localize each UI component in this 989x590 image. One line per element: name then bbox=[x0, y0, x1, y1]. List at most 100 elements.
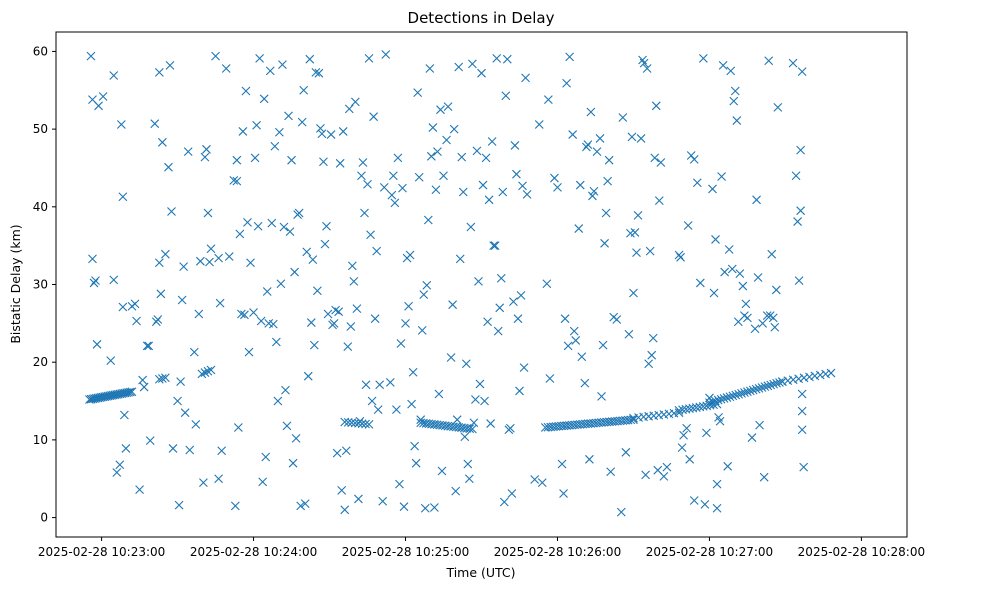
detection-point bbox=[726, 66, 736, 76]
detection-point bbox=[797, 389, 807, 399]
detection-point bbox=[518, 181, 527, 191]
detection-point bbox=[426, 151, 436, 161]
detection-point bbox=[758, 318, 768, 328]
detection-point bbox=[112, 468, 122, 477]
detection-point bbox=[127, 387, 137, 397]
detection-point bbox=[189, 347, 199, 357]
detection-point bbox=[354, 418, 364, 428]
detection-point bbox=[109, 275, 119, 285]
detection-point bbox=[588, 191, 597, 201]
detection-point bbox=[689, 155, 699, 164]
detection-point bbox=[180, 408, 190, 418]
detection-point bbox=[229, 176, 239, 185]
detection-point bbox=[543, 95, 553, 104]
detection-point bbox=[237, 309, 246, 319]
detection-point bbox=[253, 221, 263, 231]
detection-point bbox=[474, 277, 483, 286]
scatter-points bbox=[85, 50, 836, 517]
detection-point bbox=[379, 182, 389, 192]
detection-point bbox=[232, 176, 242, 186]
detection-point bbox=[320, 239, 330, 249]
detection-point bbox=[677, 443, 687, 453]
detection-point bbox=[121, 444, 131, 453]
detection-point bbox=[627, 132, 637, 142]
detection-point bbox=[387, 190, 397, 200]
detection-point bbox=[238, 127, 248, 136]
detection-point bbox=[686, 151, 696, 160]
y-tick-label: 50 bbox=[33, 122, 48, 136]
detection-point bbox=[481, 153, 491, 163]
detection-point bbox=[586, 107, 596, 117]
detection-point bbox=[509, 297, 518, 306]
detection-point bbox=[311, 68, 321, 77]
detection-point bbox=[688, 403, 698, 413]
detection-point bbox=[763, 381, 773, 391]
detection-point bbox=[592, 147, 602, 157]
detection-point bbox=[483, 317, 492, 327]
detection-point bbox=[603, 176, 613, 186]
detection-point bbox=[142, 341, 152, 351]
detection-point bbox=[692, 178, 702, 188]
detection-point bbox=[439, 171, 448, 181]
detection-point bbox=[346, 322, 356, 331]
detection-point bbox=[650, 153, 660, 163]
detection-point bbox=[716, 394, 726, 404]
detection-point bbox=[106, 356, 116, 366]
detection-point bbox=[341, 446, 351, 456]
detection-point bbox=[203, 208, 213, 218]
detection-point bbox=[150, 119, 160, 129]
detection-point bbox=[656, 158, 666, 167]
detection-point bbox=[401, 318, 410, 328]
detection-point bbox=[486, 419, 496, 428]
detection-point bbox=[434, 389, 444, 399]
detection-point bbox=[343, 342, 353, 352]
detection-point bbox=[360, 208, 369, 218]
detection-point bbox=[364, 419, 374, 429]
detection-point bbox=[261, 452, 271, 462]
detection-point bbox=[388, 171, 398, 181]
detection-point bbox=[174, 500, 184, 510]
detection-point bbox=[244, 347, 254, 357]
detection-point bbox=[279, 222, 289, 232]
detection-point bbox=[553, 182, 562, 192]
y-tick-label: 0 bbox=[40, 511, 48, 525]
detection-point bbox=[395, 479, 404, 489]
detection-point bbox=[116, 120, 126, 129]
detection-point bbox=[303, 371, 313, 381]
detection-point bbox=[495, 303, 505, 313]
detection-point bbox=[731, 390, 741, 400]
detection-point bbox=[430, 503, 439, 512]
detection-point bbox=[507, 489, 517, 498]
detection-point bbox=[766, 380, 776, 390]
detection-point bbox=[437, 466, 447, 476]
detection-point bbox=[322, 221, 331, 231]
detection-point bbox=[230, 501, 240, 511]
detection-point bbox=[571, 336, 581, 345]
detection-point bbox=[463, 459, 473, 469]
detection-point bbox=[167, 207, 176, 216]
x-tick-label: 2025-02-28 10:26:00 bbox=[494, 545, 621, 559]
detection-point bbox=[685, 404, 694, 414]
detection-point bbox=[621, 447, 631, 457]
detection-point bbox=[629, 288, 638, 298]
detection-point bbox=[645, 246, 655, 256]
detection-point bbox=[232, 155, 242, 165]
detection-point bbox=[636, 134, 646, 143]
detection-point bbox=[235, 229, 245, 239]
detection-point bbox=[674, 405, 684, 415]
detection-point bbox=[306, 318, 316, 327]
detection-point bbox=[471, 395, 480, 404]
detection-point bbox=[759, 472, 769, 482]
detection-point bbox=[297, 117, 307, 127]
detection-point bbox=[214, 253, 223, 263]
detection-point bbox=[109, 71, 119, 80]
x-axis-label: Time (UTC) bbox=[445, 565, 515, 580]
detection-point bbox=[331, 305, 341, 315]
detection-point bbox=[750, 324, 760, 334]
detection-point bbox=[515, 386, 524, 396]
detection-point bbox=[361, 419, 370, 429]
detection-point bbox=[565, 52, 575, 62]
detection-point bbox=[206, 244, 216, 254]
detection-point bbox=[323, 309, 333, 319]
detection-point bbox=[344, 104, 354, 114]
